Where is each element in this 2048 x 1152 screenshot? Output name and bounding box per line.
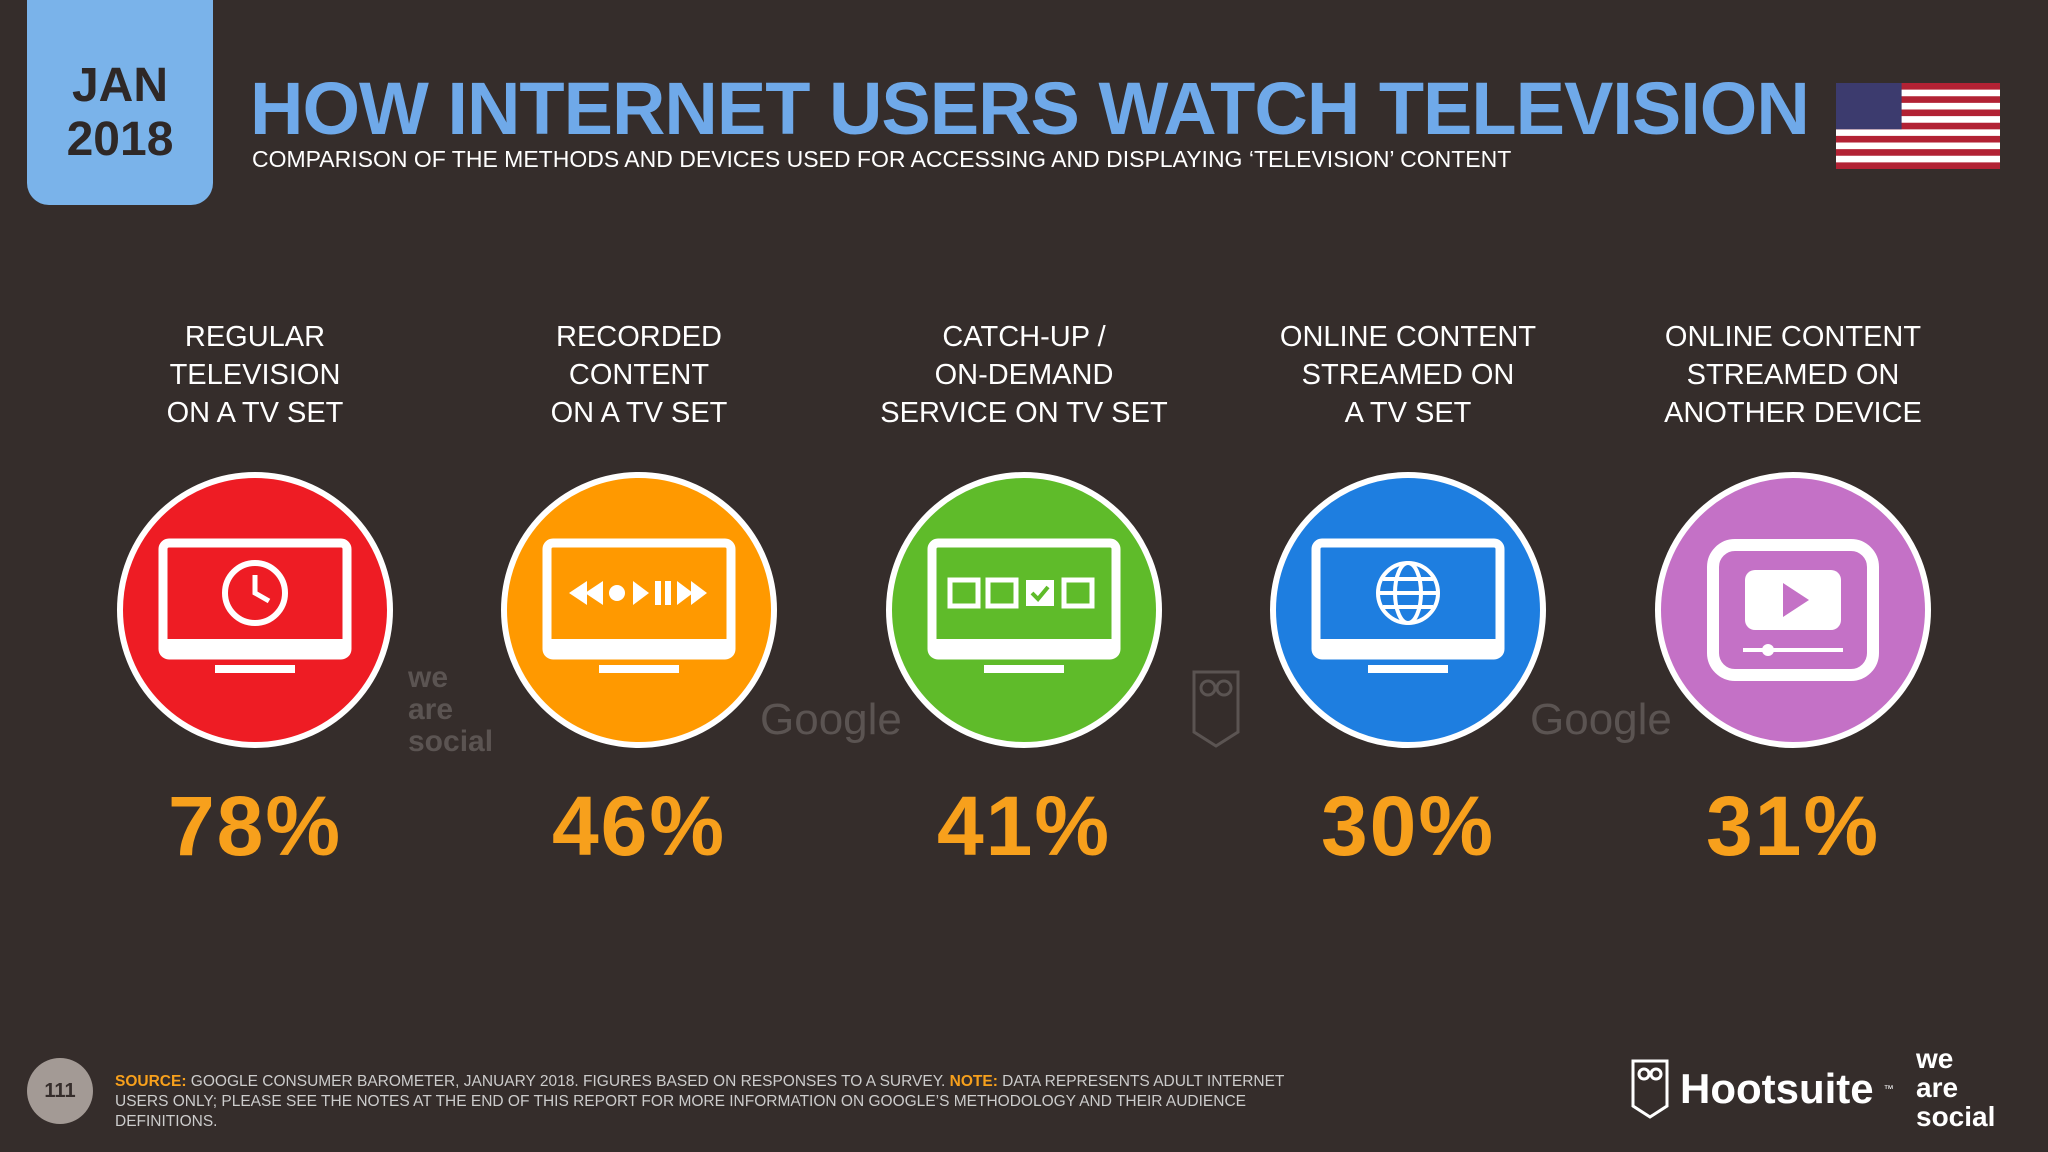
logo-line: are <box>1916 1072 1959 1103</box>
method-percentage: 41% <box>936 779 1112 873</box>
source-note: SOURCE: GOOGLE CONSUMER BAROMETER, JANUA… <box>115 1072 1335 1132</box>
label-line: TELEVISION <box>169 359 341 391</box>
page-subtitle: COMPARISON OF THE METHODS AND DEVICES US… <box>252 146 1512 172</box>
method-percentage: 31% <box>1705 779 1881 873</box>
date-month: JAN <box>71 58 169 112</box>
method-1: REGULAR TELEVISION ON A TV SET 78% <box>75 318 435 874</box>
logo-line: we <box>1916 1043 1954 1074</box>
label-line: ONLINE CONTENT <box>1279 321 1537 353</box>
label-line: SERVICE ON TV SET <box>880 397 1168 429</box>
label-line: RECORDED <box>556 321 722 353</box>
method-3: CATCH-UP / ON-DEMAND SERVICE ON TV SET 41% <box>844 318 1204 874</box>
date-year: 2018 <box>66 112 174 166</box>
hootsuite-wordmark: Hootsuite <box>1680 1065 1874 1112</box>
video-player-icon <box>1655 472 1931 748</box>
we-are-social-logo: we are social <box>1916 1044 1995 1131</box>
method-label: ONLINE CONTENT STREAMED ON A TV SET <box>1228 318 1588 432</box>
label-line: CATCH-UP / <box>942 321 1106 353</box>
method-percentage: 78% <box>167 779 343 873</box>
method-4: ONLINE CONTENT STREAMED ON A TV SET 30% <box>1228 318 1588 874</box>
method-percentage: 46% <box>551 779 727 873</box>
label-line: ON A TV SET <box>166 397 344 429</box>
method-percentage: 30% <box>1320 779 1496 873</box>
date-badge: JAN 2018 <box>27 0 213 205</box>
label-line: STREAMED ON <box>1301 359 1515 391</box>
hootsuite-owl-icon <box>1631 1059 1669 1119</box>
label-line: STREAMED ON <box>1686 359 1900 391</box>
us-flag-icon <box>1836 83 2000 169</box>
note-text: DATA REPRESENTS ADULT INTERNET USERS ONL… <box>115 1073 1285 1130</box>
note-label: NOTE: <box>949 1073 998 1090</box>
source-label: SOURCE: <box>115 1073 187 1090</box>
label-line: CONTENT <box>568 359 710 391</box>
label-line: REGULAR <box>184 321 326 353</box>
globe-tv-icon <box>1270 472 1546 748</box>
label-line: ANOTHER DEVICE <box>1664 397 1922 429</box>
label-line: ON-DEMAND <box>934 359 1114 391</box>
page-number: 111 <box>27 1058 93 1124</box>
checklist-tv-icon <box>886 472 1162 748</box>
method-label: ONLINE CONTENT STREAMED ON ANOTHER DEVICE <box>1613 318 1973 432</box>
hootsuite-logo: Hootsuite ™ <box>1630 1058 1894 1120</box>
clock-tv-icon <box>117 472 393 748</box>
method-label: CATCH-UP / ON-DEMAND SERVICE ON TV SET <box>844 318 1204 432</box>
method-2: RECORDED CONTENT ON A TV SET 46% <box>459 318 819 874</box>
trademark: ™ <box>1883 1083 1894 1095</box>
page-title: HOW INTERNET USERS WATCH TELEVISION <box>250 67 1810 150</box>
logo-line: social <box>1916 1101 1996 1132</box>
label-line: A TV SET <box>1344 397 1472 429</box>
google-watermark: Google <box>1530 695 1672 744</box>
method-5: ONLINE CONTENT STREAMED ON ANOTHER DEVICE … <box>1613 318 1973 874</box>
label-line: ONLINE CONTENT <box>1664 321 1922 353</box>
we-are-social-watermark: we are social <box>408 662 493 758</box>
playback-tv-icon <box>501 472 777 748</box>
watermark-line: we <box>408 661 449 694</box>
method-label: RECORDED CONTENT ON A TV SET <box>459 318 819 432</box>
label-line: ON A TV SET <box>550 397 728 429</box>
watermark-line: social <box>408 725 494 758</box>
watermark-line: are <box>408 693 454 726</box>
hootsuite-owl-watermark-icon <box>1192 670 1240 748</box>
method-label: REGULAR TELEVISION ON A TV SET <box>75 318 435 432</box>
source-text: GOOGLE CONSUMER BAROMETER, JANUARY 2018.… <box>186 1073 950 1090</box>
google-watermark: Google <box>760 695 902 744</box>
